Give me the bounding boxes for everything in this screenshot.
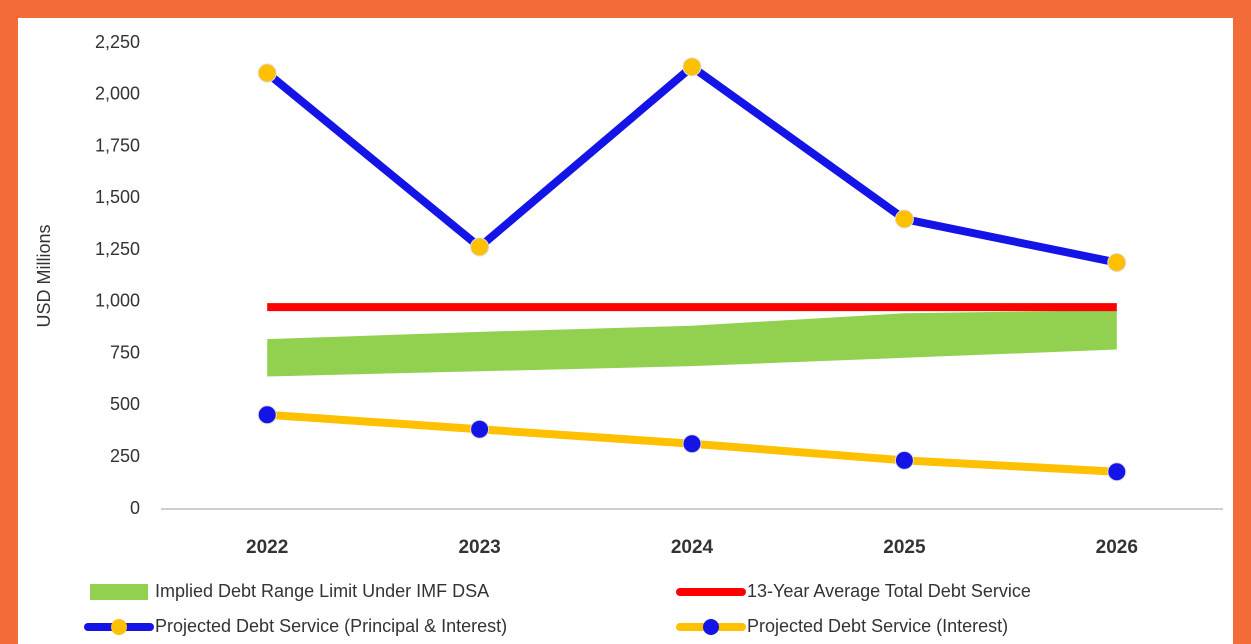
point — [1107, 462, 1127, 482]
point — [257, 63, 277, 83]
point — [470, 419, 490, 439]
legend-label: Implied Debt Range Limit Under IMF DSA — [155, 581, 489, 601]
point — [470, 237, 490, 257]
y-tick-label: 1,750 — [95, 135, 140, 155]
x-tick-label: 2022 — [246, 537, 288, 558]
x-tick-label: 2023 — [458, 537, 500, 558]
x-tick-label: 2025 — [883, 537, 926, 558]
x-tick-label: 2024 — [671, 537, 714, 558]
y-tick-label: 500 — [110, 394, 140, 414]
y-tick-label: 2,000 — [95, 84, 140, 104]
legend-marker — [111, 619, 127, 635]
point — [894, 450, 914, 470]
legend-label: Projected Debt Service (Principal & Inte… — [155, 616, 507, 636]
y-tick-label: 1,500 — [95, 187, 140, 207]
y-tick-label: 0 — [130, 498, 140, 518]
y-tick-label: 750 — [110, 342, 140, 362]
point — [1107, 253, 1127, 273]
point — [682, 434, 702, 454]
y-tick-label: 2,250 — [95, 32, 140, 52]
point — [894, 209, 914, 229]
range-band — [267, 310, 1117, 377]
legend-marker — [703, 619, 719, 635]
y-axis-label: USD Millions — [34, 224, 54, 327]
point — [682, 57, 702, 77]
y-tick-label: 1,000 — [95, 291, 140, 311]
legend-swatch — [90, 584, 148, 600]
point — [257, 405, 277, 425]
legend-label: Projected Debt Service (Interest) — [747, 616, 1008, 636]
y-tick-label: 250 — [110, 446, 140, 466]
legend-label: 13-Year Average Total Debt Service — [747, 581, 1031, 601]
x-tick-label: 2026 — [1096, 537, 1138, 558]
y-tick-label: 1,250 — [95, 239, 140, 259]
